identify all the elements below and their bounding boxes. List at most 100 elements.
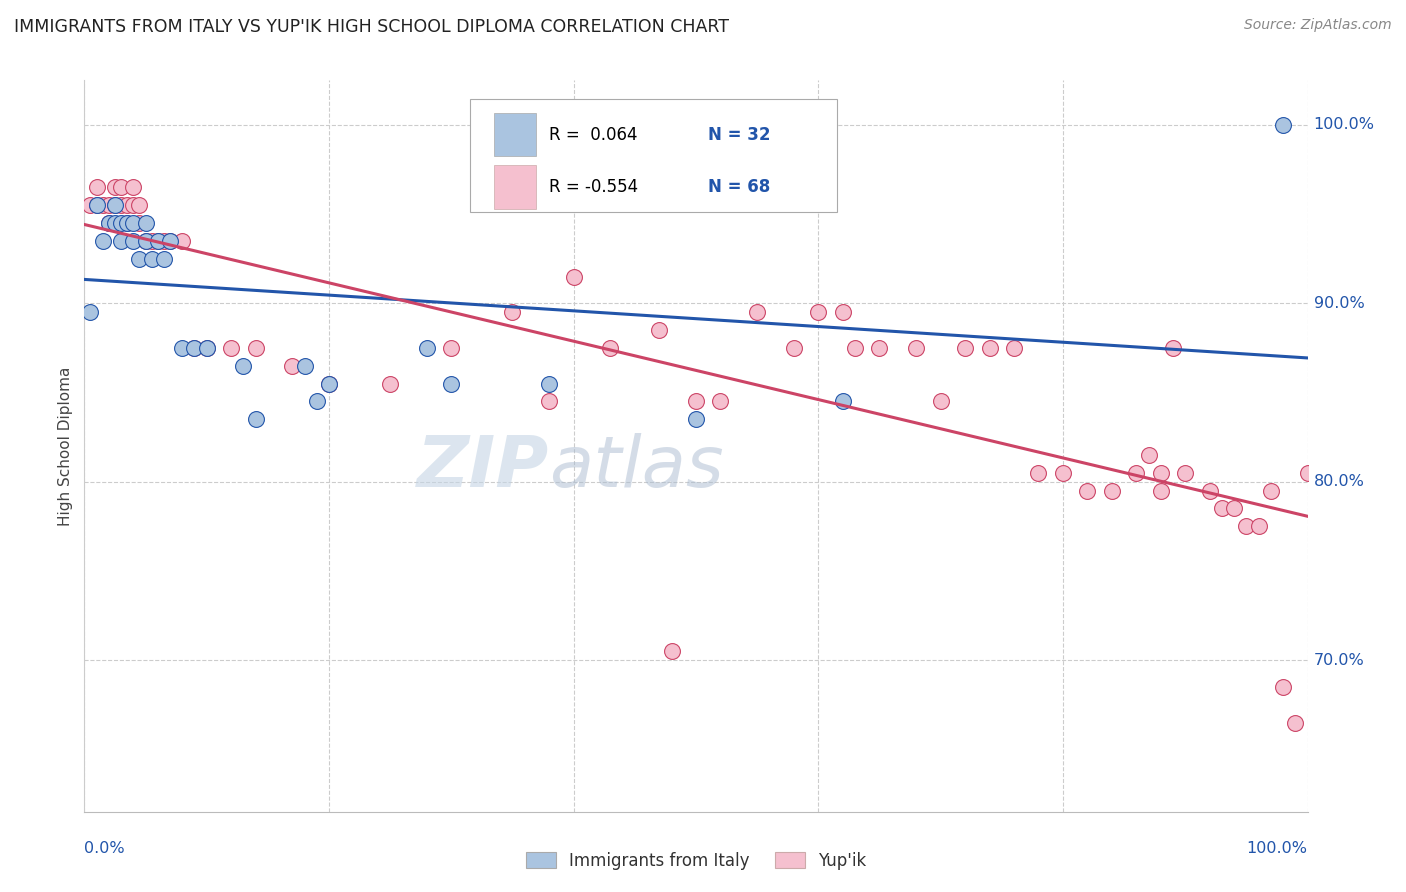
Text: R =  0.064: R = 0.064 bbox=[550, 126, 638, 144]
Point bbox=[122, 180, 145, 194]
Point bbox=[305, 394, 328, 409]
Point bbox=[869, 341, 891, 355]
Point bbox=[141, 252, 163, 266]
Point bbox=[183, 341, 205, 355]
Point bbox=[195, 341, 218, 355]
Point bbox=[747, 305, 769, 319]
Point bbox=[380, 376, 402, 391]
Point bbox=[318, 376, 340, 391]
Point bbox=[1272, 680, 1295, 694]
Point bbox=[1052, 466, 1074, 480]
Point bbox=[195, 341, 218, 355]
Point bbox=[294, 359, 316, 373]
Point bbox=[91, 234, 114, 248]
Point bbox=[104, 216, 127, 230]
Point bbox=[153, 252, 176, 266]
Point bbox=[1101, 483, 1123, 498]
Point bbox=[831, 394, 853, 409]
Point bbox=[1223, 501, 1246, 516]
Point bbox=[104, 180, 127, 194]
FancyBboxPatch shape bbox=[494, 165, 536, 209]
Point bbox=[135, 234, 157, 248]
Point bbox=[1284, 715, 1306, 730]
Point bbox=[501, 305, 523, 319]
Text: 0.0%: 0.0% bbox=[84, 841, 125, 856]
Point bbox=[122, 234, 145, 248]
Point bbox=[128, 252, 150, 266]
Point bbox=[172, 341, 194, 355]
Point bbox=[416, 341, 439, 355]
Point bbox=[245, 412, 267, 426]
Point bbox=[183, 341, 205, 355]
Point bbox=[1211, 501, 1233, 516]
Point bbox=[538, 376, 561, 391]
Point bbox=[1002, 341, 1025, 355]
Point bbox=[807, 305, 830, 319]
Legend: Immigrants from Italy, Yup'ik: Immigrants from Italy, Yup'ik bbox=[519, 846, 873, 877]
Point bbox=[648, 323, 671, 337]
Point bbox=[141, 234, 163, 248]
Text: Source: ZipAtlas.com: Source: ZipAtlas.com bbox=[1244, 18, 1392, 32]
Point bbox=[110, 180, 132, 194]
Point bbox=[685, 412, 707, 426]
Point bbox=[110, 198, 132, 212]
Text: IMMIGRANTS FROM ITALY VS YUP'IK HIGH SCHOOL DIPLOMA CORRELATION CHART: IMMIGRANTS FROM ITALY VS YUP'IK HIGH SCH… bbox=[14, 18, 730, 36]
Point bbox=[97, 216, 120, 230]
Point bbox=[115, 198, 138, 212]
Point bbox=[159, 234, 181, 248]
Point bbox=[1137, 448, 1160, 462]
Text: atlas: atlas bbox=[550, 434, 724, 502]
Point bbox=[110, 234, 132, 248]
Point bbox=[153, 234, 176, 248]
Text: 100.0%: 100.0% bbox=[1313, 118, 1375, 132]
Point bbox=[783, 341, 806, 355]
Point bbox=[115, 216, 138, 230]
Text: ZIP: ZIP bbox=[418, 434, 550, 502]
Point bbox=[709, 394, 731, 409]
Point bbox=[831, 305, 853, 319]
Point bbox=[110, 216, 132, 230]
Point bbox=[122, 216, 145, 230]
Point bbox=[1028, 466, 1050, 480]
Point bbox=[1296, 466, 1319, 480]
FancyBboxPatch shape bbox=[494, 113, 536, 156]
Point bbox=[1150, 483, 1173, 498]
Point bbox=[562, 269, 585, 284]
Point bbox=[440, 376, 463, 391]
Point bbox=[685, 394, 707, 409]
Point bbox=[1125, 466, 1147, 480]
Point bbox=[538, 394, 561, 409]
Point bbox=[128, 216, 150, 230]
Point bbox=[1247, 519, 1270, 533]
Point bbox=[1234, 519, 1257, 533]
Point bbox=[97, 198, 120, 212]
Point bbox=[115, 216, 138, 230]
Point bbox=[86, 198, 108, 212]
Text: N = 68: N = 68 bbox=[709, 178, 770, 196]
Point bbox=[1076, 483, 1098, 498]
Point bbox=[135, 234, 157, 248]
Point bbox=[79, 198, 101, 212]
Point bbox=[159, 234, 181, 248]
Point bbox=[86, 180, 108, 194]
Point bbox=[440, 341, 463, 355]
Text: 80.0%: 80.0% bbox=[1313, 475, 1365, 489]
Point bbox=[1161, 341, 1184, 355]
Point bbox=[172, 234, 194, 248]
Point bbox=[281, 359, 304, 373]
Point bbox=[219, 341, 242, 355]
Text: 100.0%: 100.0% bbox=[1247, 841, 1308, 856]
Point bbox=[318, 376, 340, 391]
Point bbox=[905, 341, 928, 355]
Point bbox=[1198, 483, 1220, 498]
Point bbox=[91, 198, 114, 212]
Point bbox=[979, 341, 1001, 355]
FancyBboxPatch shape bbox=[470, 99, 837, 212]
Text: R = -0.554: R = -0.554 bbox=[550, 178, 638, 196]
Point bbox=[1272, 118, 1295, 132]
Point bbox=[929, 394, 952, 409]
Point bbox=[245, 341, 267, 355]
Point bbox=[79, 305, 101, 319]
Point bbox=[1150, 466, 1173, 480]
Point bbox=[146, 234, 169, 248]
